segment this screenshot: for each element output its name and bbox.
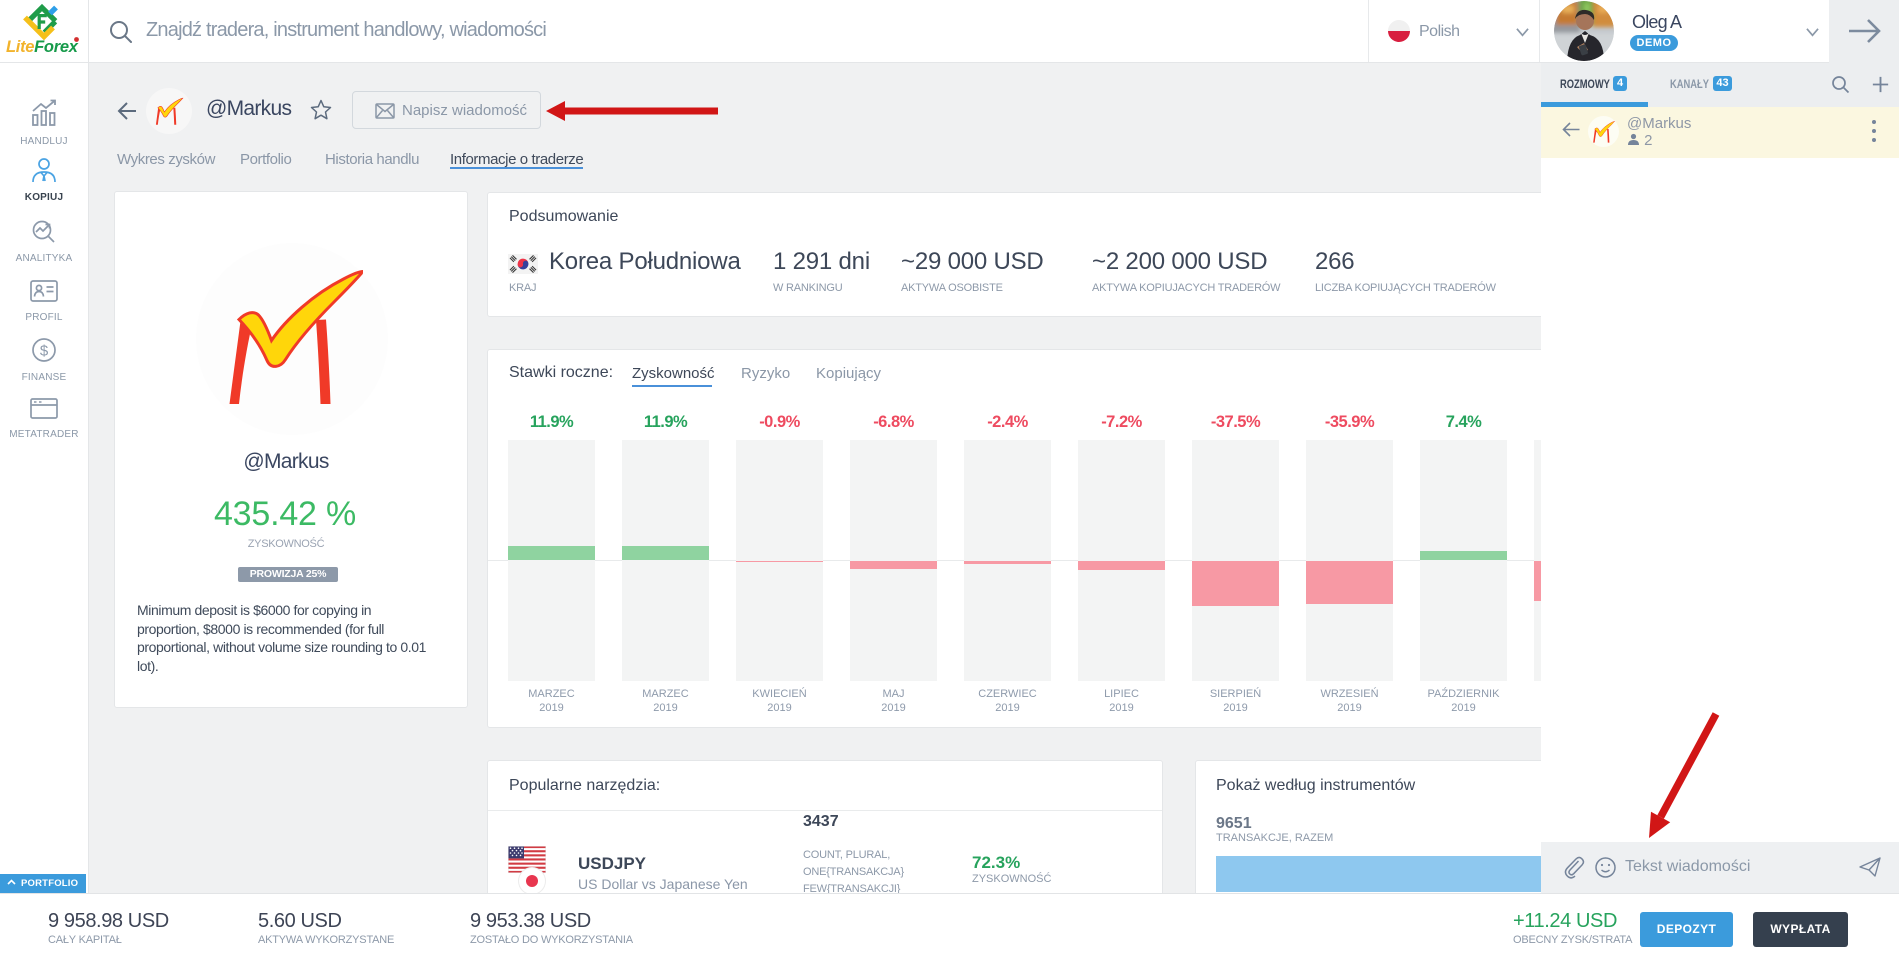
svg-text:LiteForex: LiteForex xyxy=(6,38,79,56)
svg-text:$: $ xyxy=(40,343,49,360)
